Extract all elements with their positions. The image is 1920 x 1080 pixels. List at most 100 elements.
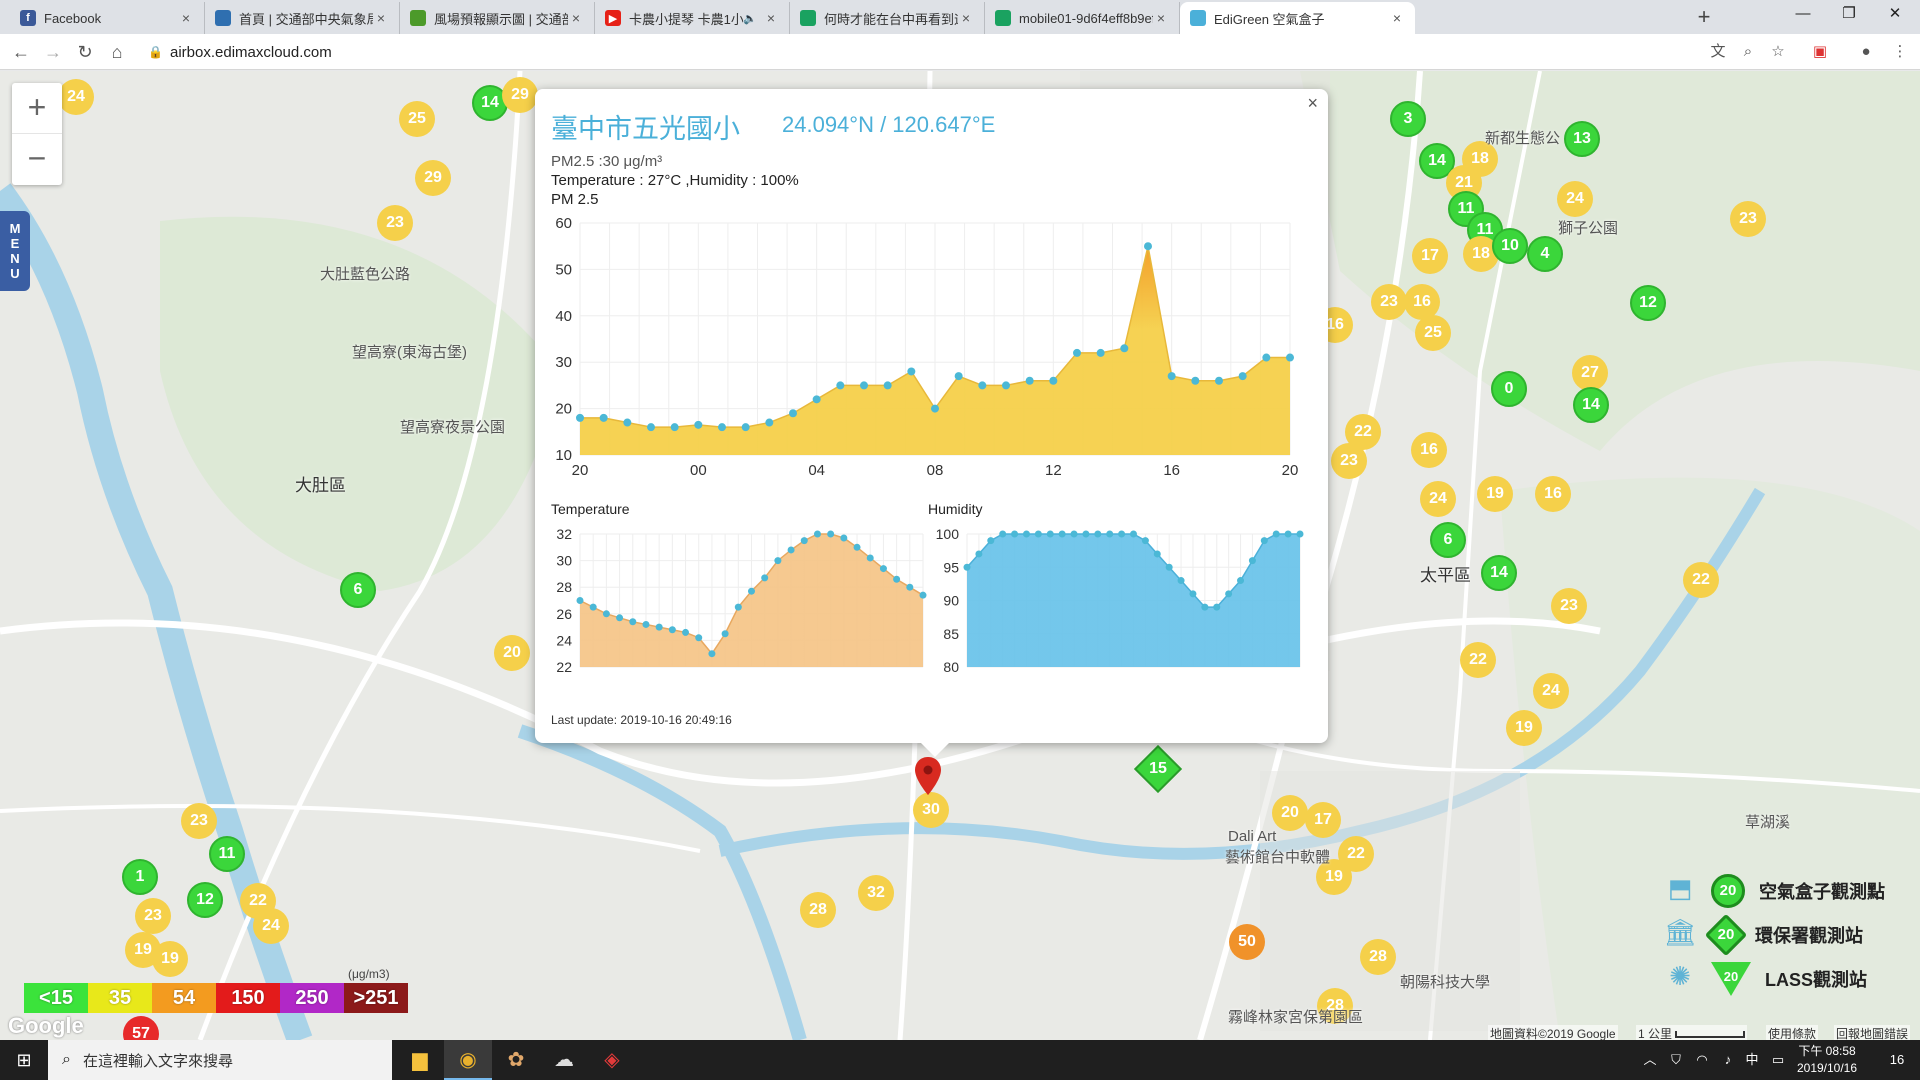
airbox-marker[interactable]: 24 bbox=[253, 908, 289, 944]
app-icon-1[interactable]: ✿ bbox=[507, 1049, 525, 1071]
airbox-marker[interactable]: 14 bbox=[1573, 387, 1609, 423]
airbox-marker[interactable]: 30 bbox=[913, 792, 949, 828]
data-point[interactable] bbox=[813, 530, 821, 538]
data-point[interactable] bbox=[670, 423, 679, 432]
home-icon[interactable]: ⌂ bbox=[111, 42, 123, 62]
data-point[interactable] bbox=[695, 634, 703, 642]
close-popup-button[interactable]: × bbox=[1307, 93, 1318, 113]
airbox-marker[interactable]: 32 bbox=[858, 875, 894, 911]
report-map-error-link[interactable]: 回報地圖錯誤 bbox=[1834, 1025, 1911, 1040]
airbox-marker[interactable]: 24 bbox=[1533, 673, 1569, 709]
airbox-marker[interactable]: 12 bbox=[1630, 285, 1666, 321]
data-point[interactable] bbox=[1248, 557, 1256, 565]
airbox-marker[interactable]: 6 bbox=[340, 572, 376, 608]
data-point[interactable] bbox=[1118, 530, 1126, 538]
airbox-marker[interactable]: 25 bbox=[1415, 315, 1451, 351]
tab-close-icon[interactable]: × bbox=[1392, 10, 1402, 26]
zoom-icon[interactable]: ⌕ bbox=[1743, 43, 1753, 60]
maximize-button[interactable]: ❐ bbox=[1842, 5, 1856, 22]
data-point[interactable] bbox=[827, 530, 835, 538]
airbox-marker[interactable]: 16 bbox=[1404, 284, 1440, 320]
data-point[interactable] bbox=[1034, 530, 1042, 538]
data-point[interactable] bbox=[1130, 530, 1137, 538]
data-point[interactable] bbox=[1238, 372, 1247, 381]
airbox-marker[interactable]: 24 bbox=[1557, 181, 1593, 217]
airbox-marker[interactable]: 20 bbox=[1272, 795, 1308, 831]
taskbar-search[interactable]: ⌕ 在這裡輸入文字來搜尋 bbox=[48, 1040, 392, 1080]
app-icon-3[interactable]: ◈ bbox=[604, 1049, 620, 1071]
data-point[interactable] bbox=[741, 423, 750, 432]
data-point[interactable] bbox=[1096, 348, 1105, 357]
browser-tab[interactable]: f Facebook × bbox=[10, 2, 205, 34]
data-point[interactable] bbox=[1002, 381, 1010, 390]
data-point[interactable] bbox=[1296, 530, 1304, 538]
airbox-marker[interactable]: 17 bbox=[1412, 238, 1448, 274]
reload-icon[interactable]: ↻ bbox=[77, 42, 93, 62]
data-point[interactable] bbox=[987, 537, 995, 545]
data-point[interactable] bbox=[576, 597, 584, 604]
data-point[interactable] bbox=[1201, 603, 1209, 611]
data-point[interactable] bbox=[748, 587, 755, 595]
data-point[interactable] bbox=[906, 583, 914, 591]
data-point[interactable] bbox=[1058, 530, 1066, 538]
data-point[interactable] bbox=[1191, 376, 1200, 385]
airbox-marker[interactable]: 23 bbox=[1371, 284, 1407, 320]
browser-tab[interactable]: mobile01-9d6f4eff8b9ef70615× bbox=[985, 2, 1180, 34]
data-point[interactable] bbox=[1153, 550, 1161, 558]
data-point[interactable] bbox=[734, 603, 742, 611]
data-point[interactable] bbox=[616, 614, 624, 622]
chrome-icon[interactable]: ◉ bbox=[444, 1040, 492, 1080]
data-point[interactable] bbox=[1070, 530, 1078, 538]
airbox-marker[interactable]: 17 bbox=[1305, 802, 1341, 838]
airbox-marker[interactable]: 25 bbox=[399, 101, 435, 137]
data-point[interactable] bbox=[1213, 603, 1221, 611]
airbox-marker[interactable]: 50 bbox=[1229, 924, 1265, 960]
tray-shield-icon[interactable]: ⛉ bbox=[1671, 1052, 1681, 1067]
bookmark-star-icon[interactable]: ☆ bbox=[1771, 43, 1785, 60]
airbox-marker[interactable]: 24 bbox=[58, 79, 94, 115]
data-point[interactable] bbox=[1073, 348, 1081, 357]
airbox-marker[interactable]: 14 bbox=[472, 85, 508, 121]
data-point[interactable] bbox=[954, 372, 963, 381]
tray-expand-icon[interactable]: ︿ bbox=[1643, 1052, 1657, 1067]
data-point[interactable] bbox=[999, 530, 1007, 538]
data-point[interactable] bbox=[893, 575, 901, 583]
airbox-marker[interactable]: 19 bbox=[152, 941, 188, 977]
data-point[interactable] bbox=[787, 546, 795, 554]
data-point[interactable] bbox=[812, 395, 821, 404]
data-point[interactable] bbox=[599, 413, 608, 422]
data-point[interactable] bbox=[1049, 376, 1058, 385]
airbox-marker[interactable]: 19 bbox=[1506, 710, 1542, 746]
data-point[interactable] bbox=[1286, 353, 1294, 362]
tab-close-icon[interactable]: × bbox=[181, 10, 191, 26]
data-point[interactable] bbox=[978, 381, 987, 390]
data-point[interactable] bbox=[919, 591, 927, 599]
data-point[interactable] bbox=[840, 534, 848, 542]
volume-icon[interactable]: ♪ bbox=[1724, 1052, 1732, 1067]
app-icon-2[interactable]: ☁ bbox=[554, 1049, 574, 1071]
file-explorer-icon[interactable]: ▆ bbox=[412, 1049, 428, 1071]
airbox-marker[interactable]: 19 bbox=[1477, 476, 1513, 512]
zoom-in-button[interactable]: + bbox=[12, 83, 62, 134]
data-point[interactable] bbox=[963, 563, 971, 571]
data-point[interactable] bbox=[931, 404, 939, 413]
airbox-marker[interactable]: 4 bbox=[1527, 236, 1563, 272]
translate-icon[interactable]: 文 bbox=[1710, 43, 1726, 60]
airbox-marker[interactable]: 1 bbox=[122, 859, 158, 895]
location-pin-icon[interactable] bbox=[913, 755, 943, 799]
data-point[interactable] bbox=[789, 409, 797, 418]
data-point[interactable] bbox=[668, 626, 676, 634]
data-point[interactable] bbox=[589, 603, 597, 611]
airbox-marker[interactable]: 20 bbox=[494, 635, 530, 671]
data-point[interactable] bbox=[1167, 372, 1176, 381]
menu-kebab-icon[interactable]: ⋮ bbox=[1892, 43, 1908, 60]
data-point[interactable] bbox=[1141, 537, 1149, 545]
airbox-marker[interactable]: 22 bbox=[1683, 562, 1719, 598]
map-scale[interactable]: 1 公里 bbox=[1636, 1025, 1748, 1040]
browser-tab[interactable]: 何時才能在台中再看到這樣的藍× bbox=[790, 2, 985, 34]
airbox-marker[interactable]: 29 bbox=[415, 160, 451, 196]
airbox-marker[interactable]: 23 bbox=[135, 898, 171, 934]
data-point[interactable] bbox=[1189, 590, 1197, 598]
data-point[interactable] bbox=[1284, 530, 1292, 538]
browser-tab[interactable]: EdiGreen 空氣盒子 × bbox=[1180, 2, 1415, 34]
